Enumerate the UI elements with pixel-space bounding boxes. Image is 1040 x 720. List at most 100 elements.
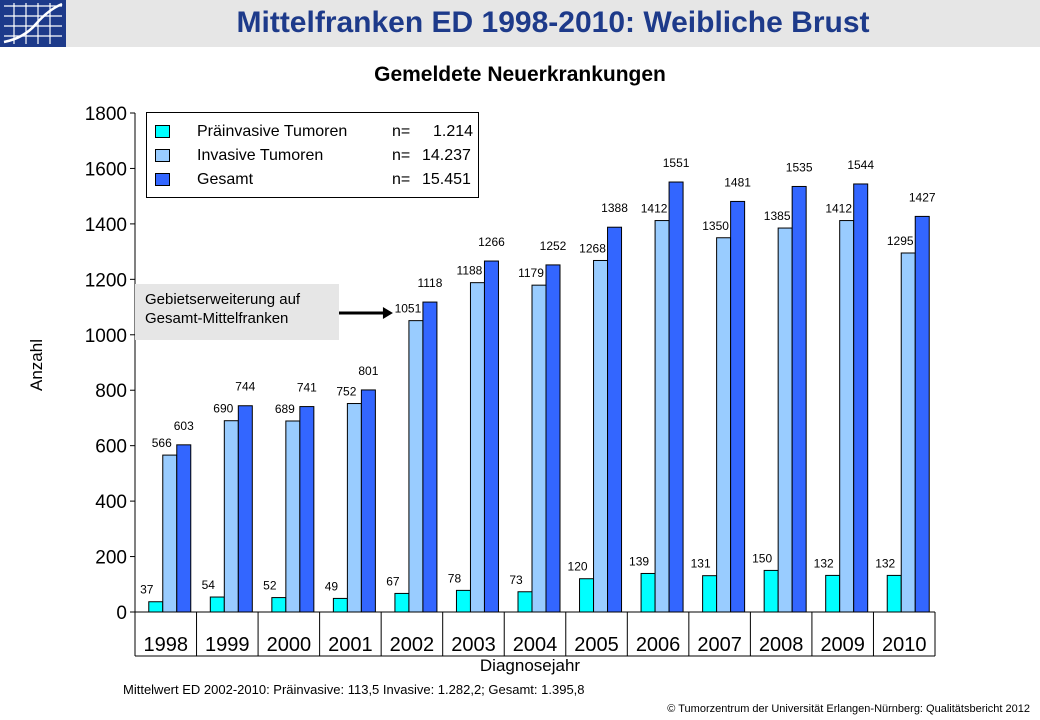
- data-label: 752: [336, 385, 356, 399]
- bar-gesamt-2004: [545, 264, 561, 613]
- bar-gesamt-2002: [422, 301, 438, 613]
- legend-swatch-invasiv: [155, 149, 170, 162]
- x-tick-label: 2000: [267, 634, 312, 656]
- legend-n-value: 15.451: [422, 171, 471, 188]
- bar-invasive-tumoren-2010: [900, 252, 916, 613]
- x-tick-label: 2004: [513, 634, 558, 656]
- bar-invasive-tumoren-1999: [223, 420, 239, 613]
- legend-n-label: n=: [392, 123, 411, 140]
- data-label: 132: [814, 556, 834, 570]
- legend-label: Gesamt: [197, 171, 254, 188]
- annotation-arrow-head: [382, 307, 393, 319]
- bar-invasive-tumoren-2003: [469, 282, 485, 613]
- x-tick-label: 2009: [820, 634, 865, 656]
- data-label: 1179: [518, 266, 544, 280]
- chart-annotation: Gebietserweiterung auf Gesamt-Mittelfran…: [135, 284, 339, 340]
- x-tick-label: 2003: [451, 634, 496, 656]
- tumorzentrum-logo-icon: [0, 0, 66, 47]
- bar-invasive-tumoren-2008: [777, 227, 793, 613]
- data-label: 1427: [909, 190, 936, 204]
- x-tick-label: 2002: [390, 634, 435, 656]
- legend-label: Invasive Tumoren: [197, 147, 324, 164]
- bar-pr-invasive-tumoren-2001: [332, 597, 348, 613]
- data-label: 1412: [641, 202, 668, 216]
- legend-label: Präinvasive Tumoren: [197, 123, 348, 140]
- data-label: 132: [875, 556, 895, 570]
- data-label: 52: [263, 579, 277, 593]
- bar-gesamt-2000: [299, 406, 315, 613]
- bar-gesamt-2006: [668, 181, 684, 613]
- bar-pr-invasive-tumoren-2002: [394, 592, 410, 613]
- bar-invasive-tumoren-2006: [654, 220, 670, 613]
- data-label: 131: [691, 557, 711, 571]
- data-label: 1388: [601, 201, 628, 215]
- y-tick-label: 1400: [85, 215, 127, 236]
- bar-invasive-tumoren-2009: [839, 220, 855, 613]
- data-label: 1188: [457, 264, 483, 278]
- bar-invasive-tumoren-2007: [716, 237, 732, 613]
- data-label: 689: [275, 402, 295, 416]
- data-label: 1268: [579, 241, 606, 255]
- data-label: 78: [448, 571, 462, 585]
- bar-invasive-tumoren-2002: [408, 320, 424, 613]
- bar-pr-invasive-tumoren-2005: [579, 578, 595, 613]
- bar-pr-invasive-tumoren-2008: [763, 569, 779, 613]
- header-bar: Mittelfranken ED 1998-2010: Weibliche Br…: [0, 0, 1040, 47]
- bar-invasive-tumoren-2005: [593, 259, 609, 613]
- bar-gesamt-2005: [607, 226, 623, 613]
- y-tick-label: 1800: [85, 104, 127, 125]
- bar-gesamt-2010: [914, 215, 930, 613]
- bar-pr-invasive-tumoren-1999: [209, 596, 225, 613]
- legend-n-value: 14.237: [422, 147, 471, 164]
- data-label: 1350: [702, 219, 729, 233]
- annotation-line-2: Gesamt-Mittelfranken: [145, 310, 289, 327]
- data-label: 690: [213, 402, 233, 416]
- data-label: 67: [386, 574, 400, 588]
- bar-gesamt-2009: [853, 183, 869, 613]
- x-tick-label: 2008: [759, 634, 804, 656]
- annotation-line-1: Gebietserweiterung auf: [145, 291, 301, 308]
- data-label: 73: [509, 573, 523, 587]
- y-tick-label: 600: [95, 437, 127, 458]
- x-axis-label: Diagnosejahr: [479, 656, 581, 675]
- bar-gesamt-1998: [176, 444, 192, 613]
- y-tick-label: 800: [95, 381, 127, 402]
- x-tick-label: 2005: [574, 634, 619, 656]
- data-label: 1051: [395, 302, 422, 316]
- x-tick-label: 1999: [205, 634, 250, 656]
- copyright: © Tumorzentrum der Universität Erlangen-…: [667, 703, 1030, 715]
- y-tick-label: 1200: [85, 270, 127, 291]
- bar-gesamt-2001: [360, 389, 376, 613]
- bar-gesamt-1999: [237, 405, 253, 613]
- y-tick-label: 400: [95, 492, 127, 513]
- x-tick-label: 1998: [144, 634, 189, 656]
- legend-n-label: n=: [392, 171, 411, 188]
- x-tick-label: 2007: [697, 634, 742, 656]
- chart-legend: Präinvasive Tumoren n= 1.214 Invasive Tu…: [146, 112, 479, 198]
- data-label: 1385: [764, 209, 791, 223]
- bar-invasive-tumoren-2004: [531, 284, 547, 613]
- data-label: 801: [358, 364, 378, 378]
- bar-invasive-tumoren-2000: [285, 420, 301, 613]
- page-title: Mittelfranken ED 1998-2010: Weibliche Br…: [236, 6, 870, 39]
- legend-swatch-praeinvasiv: [155, 125, 170, 138]
- data-label: 54: [202, 578, 216, 592]
- data-label: 150: [752, 551, 772, 565]
- footnote: Mittelwert ED 2002-2010: Präinvasive: 11…: [123, 682, 585, 697]
- bar-pr-invasive-tumoren-2007: [702, 575, 718, 613]
- data-label: 37: [140, 583, 154, 597]
- legend-swatch-gesamt: [155, 173, 170, 186]
- bar-invasive-tumoren-1998: [162, 454, 178, 613]
- data-label: 566: [152, 436, 172, 450]
- bar-gesamt-2003: [483, 260, 499, 613]
- data-label: 1295: [887, 234, 914, 248]
- bar-pr-invasive-tumoren-2010: [886, 574, 902, 613]
- bar-invasive-tumoren-2001: [346, 403, 362, 613]
- bar-pr-invasive-tumoren-1998: [148, 601, 164, 613]
- legend-n-value: 1.214: [433, 123, 474, 140]
- data-label: 1551: [663, 156, 690, 170]
- legend-n-label: n=: [392, 147, 411, 164]
- bar-pr-invasive-tumoren-2004: [517, 591, 533, 613]
- y-tick-label: 1000: [85, 326, 127, 347]
